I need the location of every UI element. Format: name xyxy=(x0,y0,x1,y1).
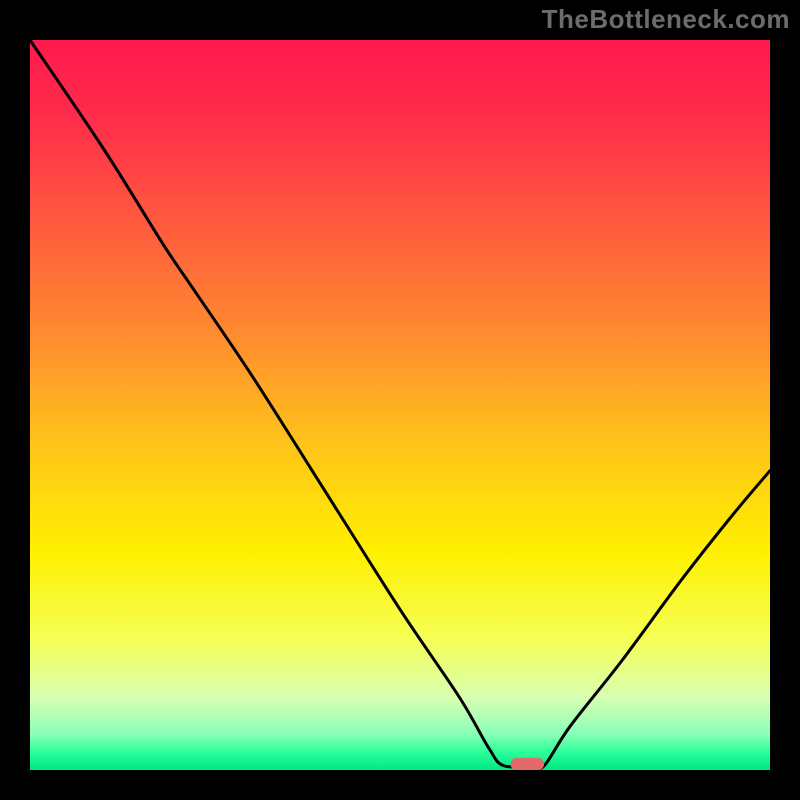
plot-area xyxy=(26,36,774,774)
watermark-text: TheBottleneck.com xyxy=(542,4,790,35)
chart-frame xyxy=(26,36,774,774)
optimal-point-marker xyxy=(511,758,544,770)
bottleneck-chart-svg xyxy=(26,36,774,774)
